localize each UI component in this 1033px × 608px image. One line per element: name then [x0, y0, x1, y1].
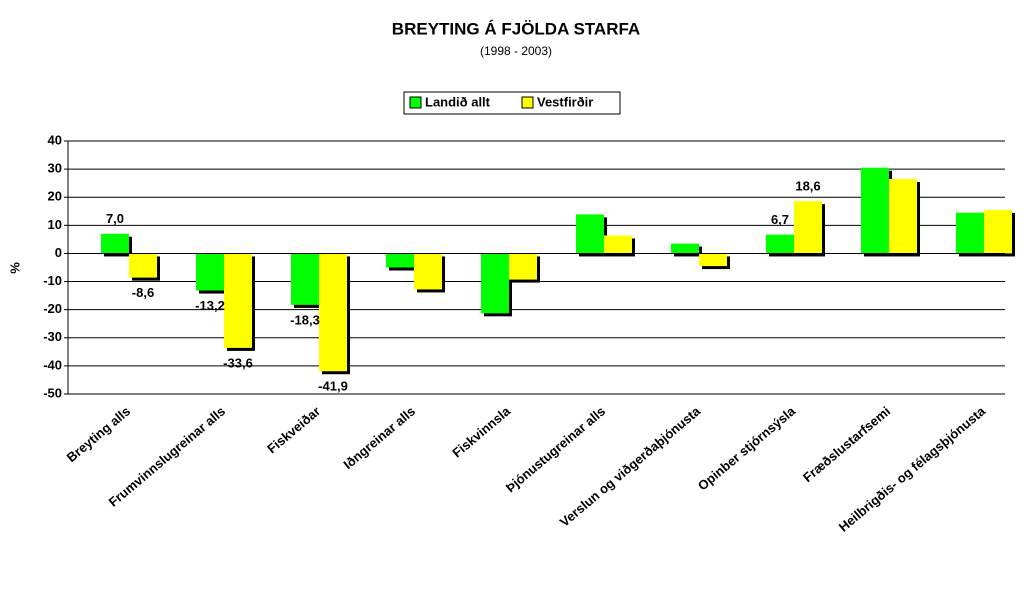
- data-label: -33,6: [223, 355, 253, 370]
- data-label: 18,6: [795, 179, 820, 194]
- y-tick-label: -10: [43, 273, 62, 288]
- bar: [794, 201, 822, 254]
- bar: [386, 253, 414, 268]
- bar: [481, 253, 509, 314]
- y-tick-label: -30: [43, 329, 62, 344]
- bar: [224, 253, 252, 348]
- bar: [576, 214, 604, 254]
- data-label: -41,9: [318, 379, 348, 394]
- data-label: -8,6: [132, 285, 154, 300]
- x-tick-label: Iðngreinar alls: [340, 403, 418, 472]
- x-tick-label: Fræðslustarfsemi: [800, 403, 893, 485]
- y-tick-label: 30: [48, 161, 62, 176]
- bar: [291, 253, 319, 305]
- chart-title: BREYTING Á FJÖLDA STARFA: [392, 19, 640, 38]
- x-tick-label: Opinber stjórnsýsla: [695, 403, 799, 493]
- y-tick-label: 10: [48, 217, 62, 232]
- bar: [671, 243, 699, 254]
- bar: [699, 253, 727, 267]
- y-tick-label: 0: [55, 245, 62, 260]
- legend-swatch: [409, 96, 422, 109]
- x-tick-label: Breyting alls: [64, 403, 133, 465]
- legend-swatch: [521, 96, 534, 109]
- bar: [509, 253, 537, 280]
- x-tick-label: Fiskveiðar: [264, 403, 323, 456]
- bar: [129, 253, 157, 278]
- bar: [766, 234, 794, 254]
- bar: [889, 178, 917, 254]
- legend-label: Vestfirðir: [537, 94, 593, 109]
- chart-subtitle: (1998 - 2003): [480, 44, 552, 58]
- x-tick-label: Heilbrigðis- og félagsþjónusta: [836, 403, 989, 535]
- y-tick-label: -40: [43, 357, 62, 372]
- bar: [319, 253, 347, 372]
- y-tick-label: -50: [43, 385, 62, 400]
- y-axis-label: %: [7, 262, 22, 274]
- y-tick-label: 20: [48, 189, 62, 204]
- y-tick-label: 40: [48, 132, 62, 147]
- bar: [984, 209, 1012, 254]
- legend-label: Landið allt: [425, 94, 491, 109]
- data-label: -18,3: [290, 312, 320, 327]
- x-tick-label: Þjónustugreinar alls: [503, 403, 608, 495]
- data-label: -13,2: [195, 298, 225, 313]
- data-label: 6,7: [771, 212, 789, 227]
- bar: [414, 253, 442, 290]
- data-label: 7,0: [106, 211, 124, 226]
- y-tick-label: -20: [43, 301, 62, 316]
- bar: [196, 253, 224, 291]
- bar: [101, 233, 129, 254]
- legend-box: [403, 91, 621, 115]
- bar: [956, 212, 984, 254]
- bar: [861, 167, 889, 254]
- bar: [604, 235, 632, 254]
- x-tick-label: Fiskvinnsla: [449, 403, 513, 461]
